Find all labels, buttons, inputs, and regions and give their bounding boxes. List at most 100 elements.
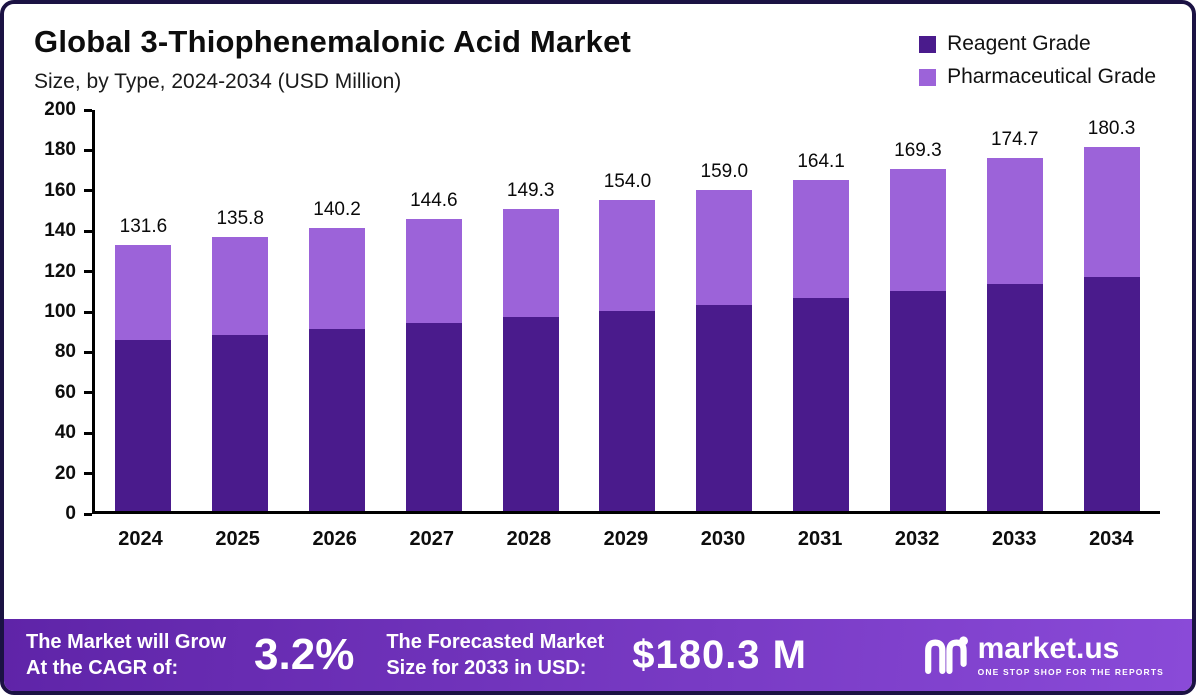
bar-segment-reagent bbox=[599, 311, 656, 511]
bar-segment-reagent bbox=[309, 329, 366, 511]
x-tick-label: 2031 bbox=[797, 528, 843, 550]
x-tick-label: 2027 bbox=[409, 528, 455, 550]
forecast-label: The Forecasted Market Size for 2033 in U… bbox=[386, 629, 604, 681]
bar-group-2030: 159.0 bbox=[676, 110, 772, 511]
y-axis-labels: 0 20 40 60 80 100 120 140 160 180 200 bbox=[26, 99, 92, 524]
x-tick-label: 2029 bbox=[603, 528, 649, 550]
bar-total-label: 169.3 bbox=[894, 140, 942, 162]
y-tick-label: 140 bbox=[44, 220, 76, 242]
bar-total-label: 174.7 bbox=[990, 129, 1039, 151]
bar-total-label: 131.6 bbox=[119, 216, 168, 238]
x-axis-labels: 2024 2025 2026 2027 2028 2029 2030 2031 2032 2033… bbox=[92, 528, 1160, 551]
page-title: Global 3-Thiophenemalonic Acid Market bbox=[34, 24, 632, 59]
bottom-banner: The Market will Grow At the CAGR of: 3.2… bbox=[4, 619, 1192, 691]
x-tick-label: 2033 bbox=[991, 528, 1037, 550]
bar-segment-reagent bbox=[405, 323, 462, 511]
legend-item-reagent: Reagent Grade bbox=[919, 32, 1156, 56]
marketus-logo: market.us ONE STOP SHOP FOR THE REPORTS bbox=[922, 633, 1170, 676]
bar-total-label: 159.0 bbox=[700, 160, 749, 182]
bar-group-2029: 154.0 bbox=[580, 110, 676, 511]
x-tick-label: 2032 bbox=[894, 528, 940, 550]
bar-total-label: 144.6 bbox=[410, 189, 458, 211]
forecast-label-line2: Size for 2033 in USD: bbox=[386, 657, 587, 679]
y-tick-label: 120 bbox=[44, 260, 76, 282]
bar-segment-reagent bbox=[115, 340, 172, 511]
bar-segment-pharmaceutical bbox=[793, 179, 850, 298]
legend-swatch-pharmaceutical-icon bbox=[919, 68, 937, 86]
y-tick-label: 80 bbox=[54, 341, 76, 363]
bar-group-2033: 174.7 bbox=[967, 110, 1063, 511]
cagr-label-line2: At the CAGR of: bbox=[26, 657, 179, 679]
y-tick-mark bbox=[84, 350, 92, 354]
bar-group-2028: 149.3 bbox=[483, 110, 579, 511]
y-tick-mark bbox=[84, 391, 92, 395]
bar-segment-pharmaceutical bbox=[115, 245, 172, 341]
y-tick-mark bbox=[84, 148, 92, 152]
legend-swatch-reagent-icon bbox=[919, 35, 937, 53]
chart-area: 0 20 40 60 80 100 120 140 160 180 200 131.6 135.8 14… bbox=[26, 98, 1166, 619]
legend-item-pharmaceutical: Pharmaceutical Grade bbox=[919, 65, 1156, 89]
page-subtitle: Size, by Type, 2024-2034 (USD Million) bbox=[34, 70, 402, 93]
bar-segment-pharmaceutical bbox=[309, 227, 366, 329]
chart-legend: Reagent Grade Pharmaceutical Grade bbox=[919, 32, 1156, 89]
bar-group-2031: 164.1 bbox=[773, 110, 869, 511]
bar-group-2024: 131.6 bbox=[95, 110, 191, 511]
y-tick-mark bbox=[84, 229, 92, 233]
bar-total-label: 164.1 bbox=[797, 150, 845, 172]
y-tick-label: 60 bbox=[54, 381, 76, 403]
bar-total-label: 149.3 bbox=[506, 180, 555, 202]
bar-segment-pharmaceutical bbox=[696, 189, 753, 305]
y-tick-label: 40 bbox=[54, 422, 76, 444]
bar-segment-pharmaceutical bbox=[1083, 146, 1140, 277]
bar-group-2026: 140.2 bbox=[289, 110, 385, 511]
y-tick-label: 200 bbox=[44, 99, 76, 120]
bar-segment-pharmaceutical bbox=[405, 218, 462, 324]
marketus-logo-icon bbox=[924, 636, 968, 675]
y-tick-mark bbox=[84, 512, 92, 516]
marketus-logo-text-block: market.us ONE STOP SHOP FOR THE REPORTS bbox=[978, 633, 1164, 676]
legend-label-reagent: Reagent Grade bbox=[947, 32, 1091, 55]
bar-segment-reagent bbox=[1083, 276, 1140, 511]
bar-segment-reagent bbox=[986, 284, 1043, 511]
cagr-value: 3.2% bbox=[254, 630, 355, 679]
bar-total-label: 180.3 bbox=[1087, 117, 1136, 139]
bar-segment-pharmaceutical bbox=[502, 209, 559, 318]
x-tick-label: 2034 bbox=[1089, 528, 1134, 550]
plot-area: 131.6 135.8 140.2 144.6 149.3 154.0 159.0 164.1… bbox=[92, 110, 1160, 514]
legend-label-pharmaceutical: Pharmaceutical Grade bbox=[947, 65, 1156, 88]
bar-group-2025: 135.8 bbox=[192, 110, 288, 511]
y-tick-label: 100 bbox=[44, 301, 76, 322]
bar-total-label: 135.8 bbox=[216, 207, 264, 229]
x-tick-label: 2030 bbox=[700, 528, 746, 550]
bar-total-label: 140.2 bbox=[313, 198, 361, 220]
marketus-logo-tagline: ONE STOP SHOP FOR THE REPORTS bbox=[977, 666, 1164, 677]
y-tick-mark bbox=[84, 270, 92, 274]
y-tick-mark bbox=[84, 472, 92, 476]
cagr-label-line1: The Market will Grow bbox=[26, 631, 227, 653]
y-tick-label: 20 bbox=[54, 462, 76, 484]
x-tick-label: 2024 bbox=[118, 528, 163, 550]
bar-group-2034: 180.3 bbox=[1064, 110, 1160, 511]
x-tick-label: 2028 bbox=[506, 528, 552, 550]
y-tick-mark bbox=[84, 108, 92, 112]
y-tick-label: 160 bbox=[44, 179, 76, 201]
y-tick-label: 180 bbox=[44, 139, 76, 161]
y-tick-label: 0 bbox=[65, 503, 76, 524]
x-tick-label: 2026 bbox=[312, 528, 357, 550]
bar-segment-reagent bbox=[793, 297, 850, 511]
bar-segment-reagent bbox=[889, 291, 946, 511]
bar-segment-pharmaceutical bbox=[212, 236, 269, 335]
bar-total-label: 154.0 bbox=[603, 170, 652, 192]
x-tick-label: 2025 bbox=[215, 528, 260, 550]
y-tick-mark bbox=[84, 310, 92, 314]
bar-segment-pharmaceutical bbox=[986, 158, 1043, 285]
bar-group-2032: 169.3 bbox=[870, 110, 966, 511]
forecast-value: $180.3 M bbox=[632, 632, 807, 677]
bars-container: 131.6 135.8 140.2 144.6 149.3 154.0 159.0 164.1… bbox=[95, 110, 1160, 511]
bar-segment-reagent bbox=[502, 317, 559, 511]
bar-segment-pharmaceutical bbox=[889, 169, 946, 292]
cagr-label: The Market will Grow At the CAGR of: bbox=[26, 629, 226, 681]
bar-group-2027: 144.6 bbox=[386, 110, 482, 511]
bar-segment-reagent bbox=[212, 334, 269, 511]
